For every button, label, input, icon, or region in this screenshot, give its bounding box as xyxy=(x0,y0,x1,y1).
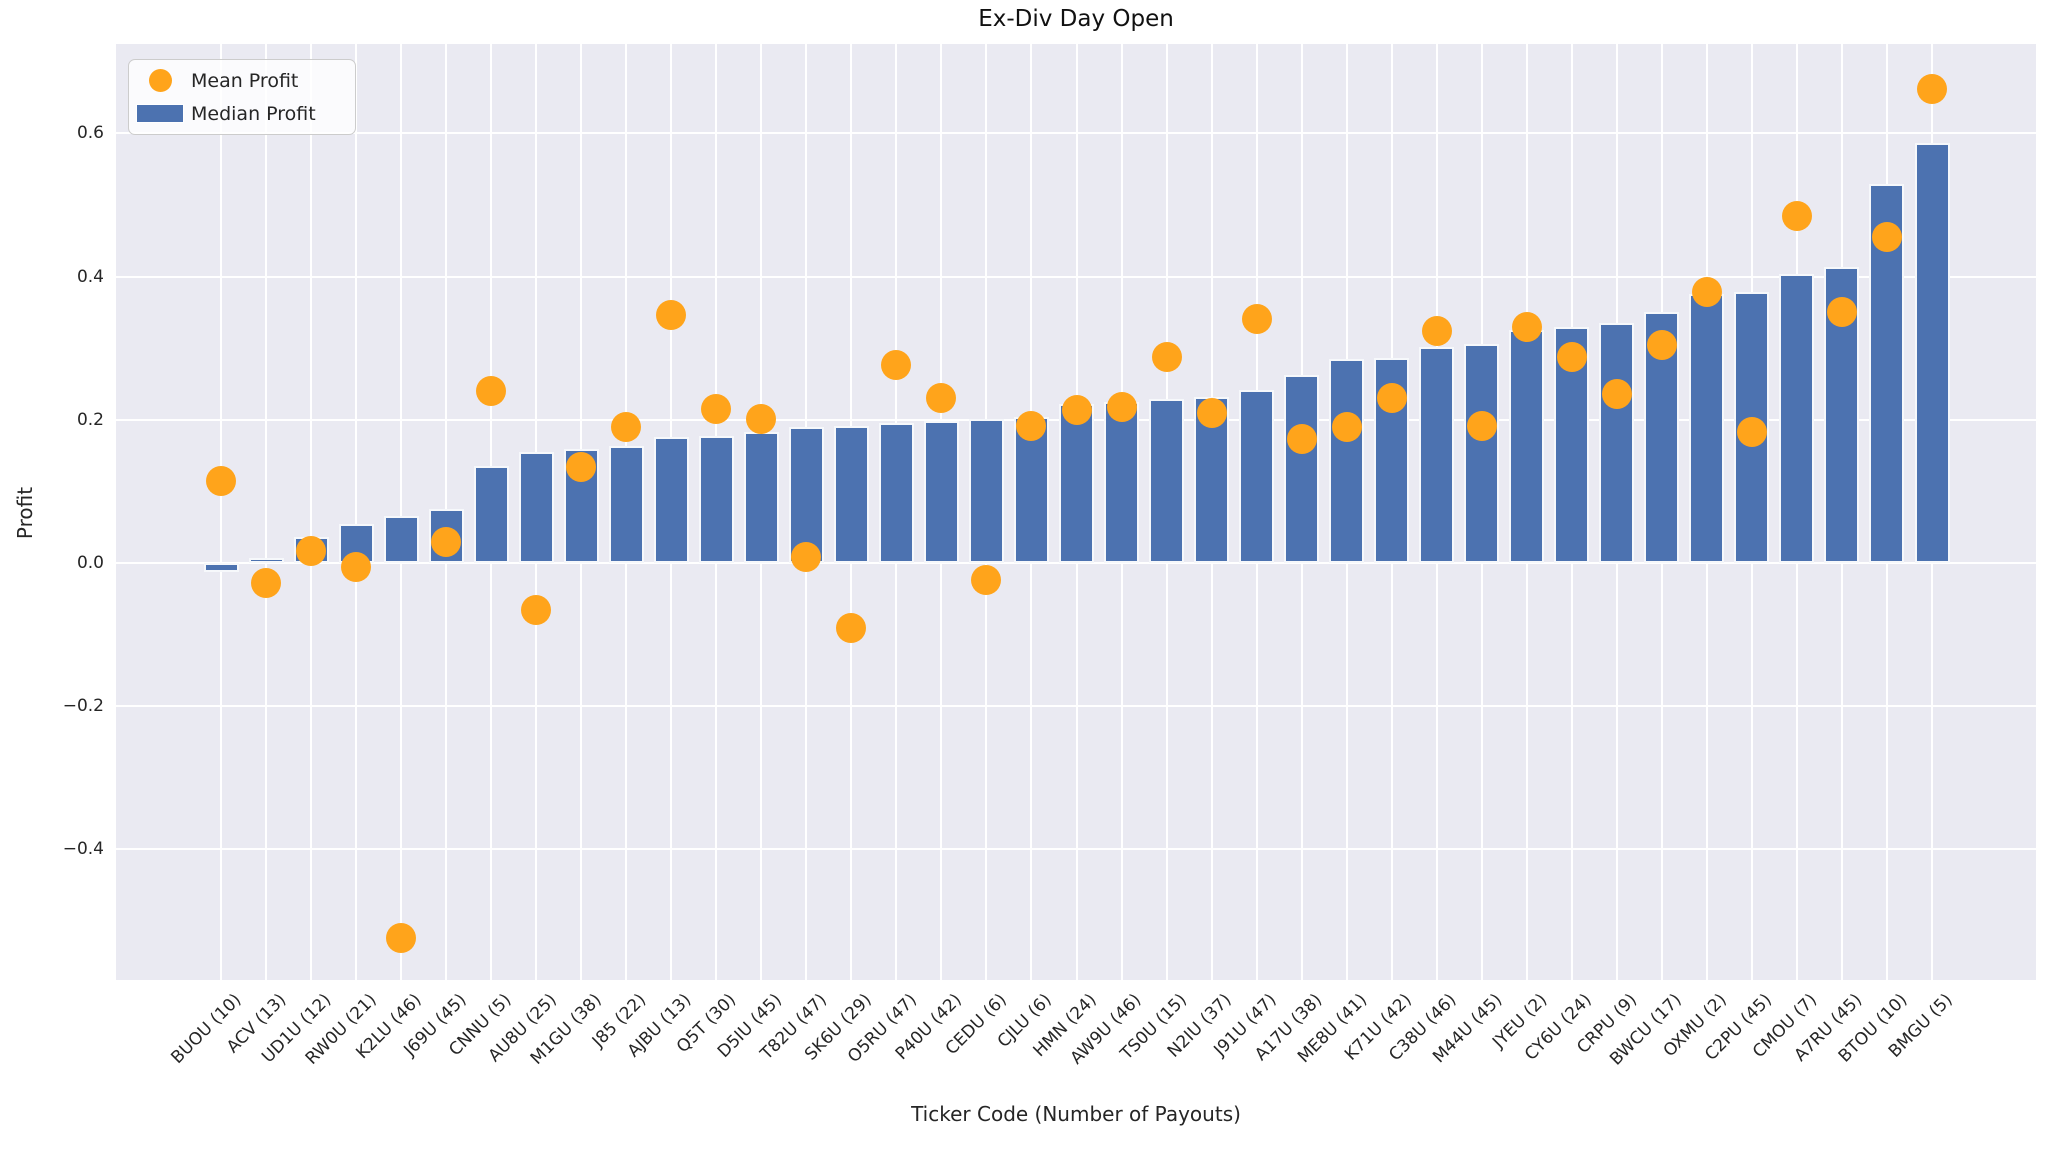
median-profit-bar xyxy=(833,425,869,563)
mean-profit-dot xyxy=(1106,391,1137,422)
mean-profit-dot xyxy=(206,466,236,497)
median-profit-bar xyxy=(1104,401,1140,563)
chart-title: Ex-Div Day Open xyxy=(978,6,1174,32)
x-gridline xyxy=(265,44,268,980)
mean-profit-dot xyxy=(1241,303,1272,334)
mean-profit-dot xyxy=(1466,410,1497,441)
median-profit-bar xyxy=(1419,346,1455,563)
mean-profit-dot xyxy=(611,411,642,442)
x-gridline xyxy=(355,44,358,980)
x-gridline xyxy=(310,44,313,980)
median-profit-swatch-icon xyxy=(136,104,184,123)
median-profit-bar xyxy=(203,563,239,573)
mean-profit-dot xyxy=(1196,397,1227,428)
median-profit-bar xyxy=(878,422,914,563)
median-profit-bar xyxy=(698,435,734,563)
y-tick-label: 0.4 xyxy=(76,266,104,287)
mean-profit-dot xyxy=(1421,316,1452,347)
x-gridline xyxy=(400,44,403,980)
mean-profit-dot xyxy=(836,613,867,644)
median-profit-bar xyxy=(968,419,1004,563)
legend-item-mean-profit: Mean Profit xyxy=(129,69,355,93)
mean-profit-dot xyxy=(1331,411,1362,442)
median-profit-bar xyxy=(1779,274,1815,563)
mean-profit-dot xyxy=(1691,276,1722,307)
legend: Mean Profit Median Profit xyxy=(128,59,356,135)
median-profit-bar xyxy=(1464,343,1500,563)
y-tick-label: −0.4 xyxy=(62,839,104,860)
median-profit-bar xyxy=(1059,404,1094,563)
y-tick-label: 0.0 xyxy=(76,553,104,573)
mean-profit-dot xyxy=(926,382,957,413)
mean-profit-dot xyxy=(341,552,372,583)
median-profit-bar xyxy=(788,426,824,563)
mean-profit-dot xyxy=(476,376,507,407)
median-profit-bar xyxy=(248,557,284,563)
mean-profit-dot xyxy=(701,394,732,425)
median-profit-bar xyxy=(1013,416,1049,563)
y-tick-label: 0.2 xyxy=(76,409,104,430)
plot-area xyxy=(116,44,2036,980)
median-profit-bar xyxy=(518,452,554,563)
mean-profit-dot xyxy=(1286,424,1317,455)
median-profit-bar xyxy=(608,445,644,563)
median-profit-bar xyxy=(1599,323,1635,563)
median-profit-bar xyxy=(1329,358,1365,563)
mean-profit-dot-icon xyxy=(148,69,172,92)
mean-profit-dot xyxy=(1826,296,1857,327)
legend-label-mean-profit: Mean Profit xyxy=(191,69,299,92)
mean-profit-dot xyxy=(1556,341,1587,372)
mean-profit-dot xyxy=(1781,201,1812,232)
median-profit-bar xyxy=(1239,389,1275,563)
median-profit-bar xyxy=(1284,375,1320,563)
mean-profit-dot xyxy=(1376,382,1407,413)
mean-profit-dot xyxy=(251,568,282,599)
mean-profit-dot xyxy=(296,535,327,566)
median-profit-bar xyxy=(473,466,509,563)
median-profit-bar xyxy=(1149,399,1185,563)
median-profit-bar xyxy=(653,436,689,563)
y-tick-label: −0.2 xyxy=(62,696,104,717)
mean-profit-dot xyxy=(881,349,912,380)
x-tick-label: BUOU (10) xyxy=(167,990,246,1068)
mean-profit-dot xyxy=(386,923,417,954)
median-profit-bar xyxy=(743,431,779,563)
legend-item-median-profit: Median Profit xyxy=(129,102,355,126)
mean-profit-dot xyxy=(1871,221,1902,252)
median-profit-bar xyxy=(1509,329,1545,563)
mean-profit-dot xyxy=(1016,410,1047,441)
median-profit-bar xyxy=(923,420,959,563)
mean-profit-dot xyxy=(1917,74,1947,104)
mean-profit-dot xyxy=(1151,341,1182,372)
mean-profit-dot xyxy=(746,404,777,435)
mean-profit-dot xyxy=(1061,394,1092,425)
y-axis-label: Profit xyxy=(13,486,37,540)
mean-profit-dot xyxy=(431,526,462,557)
y-tick-label: 0.6 xyxy=(76,123,104,144)
mean-profit-dot xyxy=(521,595,552,626)
x-axis-label: Ticker Code (Number of Payouts) xyxy=(911,1102,1241,1126)
mean-profit-dot xyxy=(971,565,1002,596)
mean-profit-dot xyxy=(1601,379,1632,410)
legend-label-median-profit: Median Profit xyxy=(191,102,316,125)
mean-profit-dot xyxy=(1511,312,1542,343)
mean-profit-dot xyxy=(656,300,687,331)
median-profit-bar xyxy=(1914,143,1950,563)
median-profit-bar xyxy=(383,516,419,563)
mean-profit-dot xyxy=(566,452,597,483)
x-gridline xyxy=(220,44,222,980)
median-profit-bar xyxy=(1689,293,1725,563)
mean-profit-dot xyxy=(791,542,822,573)
mean-profit-dot xyxy=(1646,329,1677,360)
mean-profit-dot xyxy=(1736,416,1767,447)
